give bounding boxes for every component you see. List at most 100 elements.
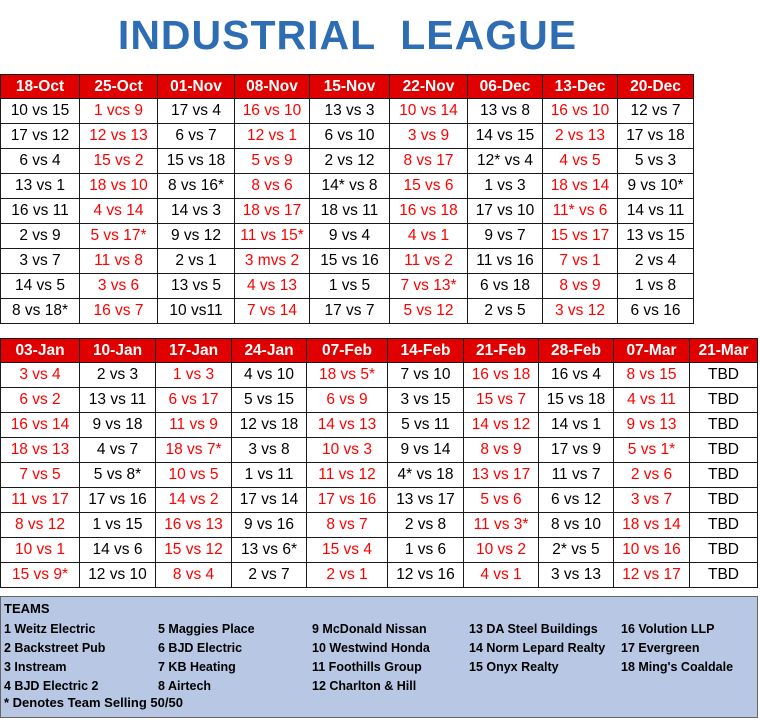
- team-entry: 17 Evergreen: [621, 641, 700, 655]
- matchup-cell: 5 vs 8*: [79, 462, 156, 488]
- matchup-cell: 5 vs 17*: [79, 223, 158, 249]
- matchup-cell: 8 vs 9: [542, 273, 618, 299]
- matchup-cell: 7 vs 10: [387, 362, 464, 388]
- matchup-cell: 16 vs 18: [389, 198, 468, 224]
- matchup-cell: 13 vs 6*: [231, 537, 307, 563]
- matchup-cell: 15 vs 4: [306, 537, 388, 563]
- date-header: 14-Feb: [387, 338, 464, 363]
- matchup-cell: TBD: [689, 412, 758, 438]
- matchup-cell: 11 vs 16: [467, 248, 543, 274]
- matchup-cell: 18 vs 13: [0, 437, 80, 463]
- matchup-cell: 5 vs 9: [234, 148, 310, 174]
- matchup-cell: 6 vs 4: [0, 148, 80, 174]
- matchup-cell: 12 vs 13: [79, 123, 158, 149]
- matchup-cell: 7 vs 1: [542, 248, 618, 274]
- matchup-cell: 1 vs 15: [79, 512, 156, 538]
- matchup-cell: 4 vs 5: [542, 148, 618, 174]
- matchup-cell: 9 vs 16: [231, 512, 307, 538]
- matchup-cell: 3 vs 7: [0, 248, 80, 274]
- matchup-cell: 8 vs 15: [613, 362, 690, 388]
- matchup-cell: 2* vs 5: [538, 537, 614, 563]
- matchup-cell: 4* vs 18: [387, 462, 464, 488]
- date-header: 15-Nov: [309, 74, 390, 99]
- matchup-cell: 4 vs 11: [613, 387, 690, 413]
- matchup-cell: 9 vs 4: [309, 223, 390, 249]
- schedule-table-fall: 18-Oct 25-Oct 01-Nov 08-Nov 15-Nov 22-Nov 06-D…: [0, 74, 694, 324]
- team-entry: 3 Instream: [4, 660, 67, 674]
- date-header: 24-Jan: [231, 338, 307, 363]
- matchup-cell: 8 vs 4: [155, 562, 232, 588]
- matchup-cell: 14 vs 3: [157, 198, 235, 224]
- matchup-cell: 15 vs 18: [157, 148, 235, 174]
- matchup-cell: 12 vs 10: [79, 562, 156, 588]
- matchup-cell: 11 vs 7: [538, 462, 614, 488]
- footnote: * Denotes Team Selling 50/50: [4, 695, 183, 710]
- matchup-cell: 4 vs 14: [79, 198, 158, 224]
- date-header: 10-Jan: [79, 338, 156, 363]
- matchup-cell: 6 vs 2: [0, 387, 80, 413]
- team-entry: 13 DA Steel Buildings: [469, 622, 598, 636]
- matchup-cell: 15 vs 12: [155, 537, 232, 563]
- table-row: 13 vs 1 18 vs 10 8 vs 16* 8 vs 6 14* vs 8 15 …: [0, 173, 694, 199]
- matchup-cell: 3 vs 13: [538, 562, 614, 588]
- matchup-cell: 14 vs 5: [0, 273, 80, 299]
- matchup-cell: 1 vs 11: [231, 462, 307, 488]
- header-row: 03-Jan 10-Jan 17-Jan 24-Jan 07-Feb 14-Feb 21-F…: [0, 338, 758, 363]
- team-entry: 14 Norm Lepard Realty: [469, 641, 606, 655]
- matchup-cell: 4 vs 13: [234, 273, 310, 299]
- matchup-cell: 15 vs 9*: [0, 562, 80, 588]
- matchup-cell: 1 vs 8: [617, 273, 694, 299]
- matchup-cell: TBD: [689, 537, 758, 563]
- matchup-cell: 14* vs 8: [309, 173, 390, 199]
- matchup-cell: 8 vs 9: [463, 437, 539, 463]
- teams-heading: TEAMS: [4, 601, 50, 616]
- date-header: 18-Oct: [0, 74, 80, 99]
- matchup-cell: 3 vs 8: [231, 437, 307, 463]
- matchup-cell: 1 vs 3: [467, 173, 543, 199]
- date-header: 07-Feb: [306, 338, 388, 363]
- matchup-cell: 2 vs 5: [467, 298, 543, 324]
- matchup-cell: 15 vs 17: [542, 223, 618, 249]
- date-header: 13-Dec: [542, 74, 618, 99]
- matchup-cell: 11 vs 15*: [234, 223, 310, 249]
- matchup-cell: 10 vs11: [157, 298, 235, 324]
- matchup-cell: 13 vs 1: [0, 173, 80, 199]
- matchup-cell: 5 vs 12: [389, 298, 468, 324]
- matchup-cell: 15 vs 2: [79, 148, 158, 174]
- team-entry: 8 Airtech: [158, 679, 212, 693]
- matchup-cell: 5 vs 15: [231, 387, 307, 413]
- matchup-cell: TBD: [689, 387, 758, 413]
- matchup-cell: 3 mvs 2: [234, 248, 310, 274]
- matchup-cell: 4 vs 1: [389, 223, 468, 249]
- matchup-cell: 6 vs 18: [467, 273, 543, 299]
- matchup-cell: 16 vs 4: [538, 362, 614, 388]
- matchup-cell: 14 vs 12: [463, 412, 539, 438]
- matchup-cell: 9 vs 13: [613, 412, 690, 438]
- team-entry: 12 Charlton & Hill: [312, 679, 417, 693]
- matchup-cell: 1 vs 3: [155, 362, 232, 388]
- matchup-cell: 1 vs 5: [309, 273, 390, 299]
- matchup-cell: 9 vs 10*: [617, 173, 694, 199]
- matchup-cell: 18 vs 17: [234, 198, 310, 224]
- matchup-cell: 7 vs 14: [234, 298, 310, 324]
- matchup-cell: 11 vs 8: [79, 248, 158, 274]
- team-entry: 18 Ming's Coaldale: [621, 660, 734, 674]
- matchup-cell: 17 vs 18: [617, 123, 694, 149]
- matchup-cell: 5 vs 6: [463, 487, 539, 513]
- team-entry: 11 Foothills Group: [312, 660, 422, 674]
- page-title: INDUSTRIAL LEAGUE: [117, 12, 578, 58]
- matchup-cell: 18 vs 5*: [306, 362, 388, 388]
- matchup-cell: 11 vs 17: [0, 487, 80, 513]
- matchup-cell: 10 vs 5: [155, 462, 232, 488]
- matchup-cell: 10 vs 15: [0, 98, 80, 124]
- matchup-cell: TBD: [689, 437, 758, 463]
- matchup-cell: TBD: [689, 512, 758, 538]
- date-header: 17-Jan: [155, 338, 232, 363]
- matchup-cell: 1 vs 6: [387, 537, 464, 563]
